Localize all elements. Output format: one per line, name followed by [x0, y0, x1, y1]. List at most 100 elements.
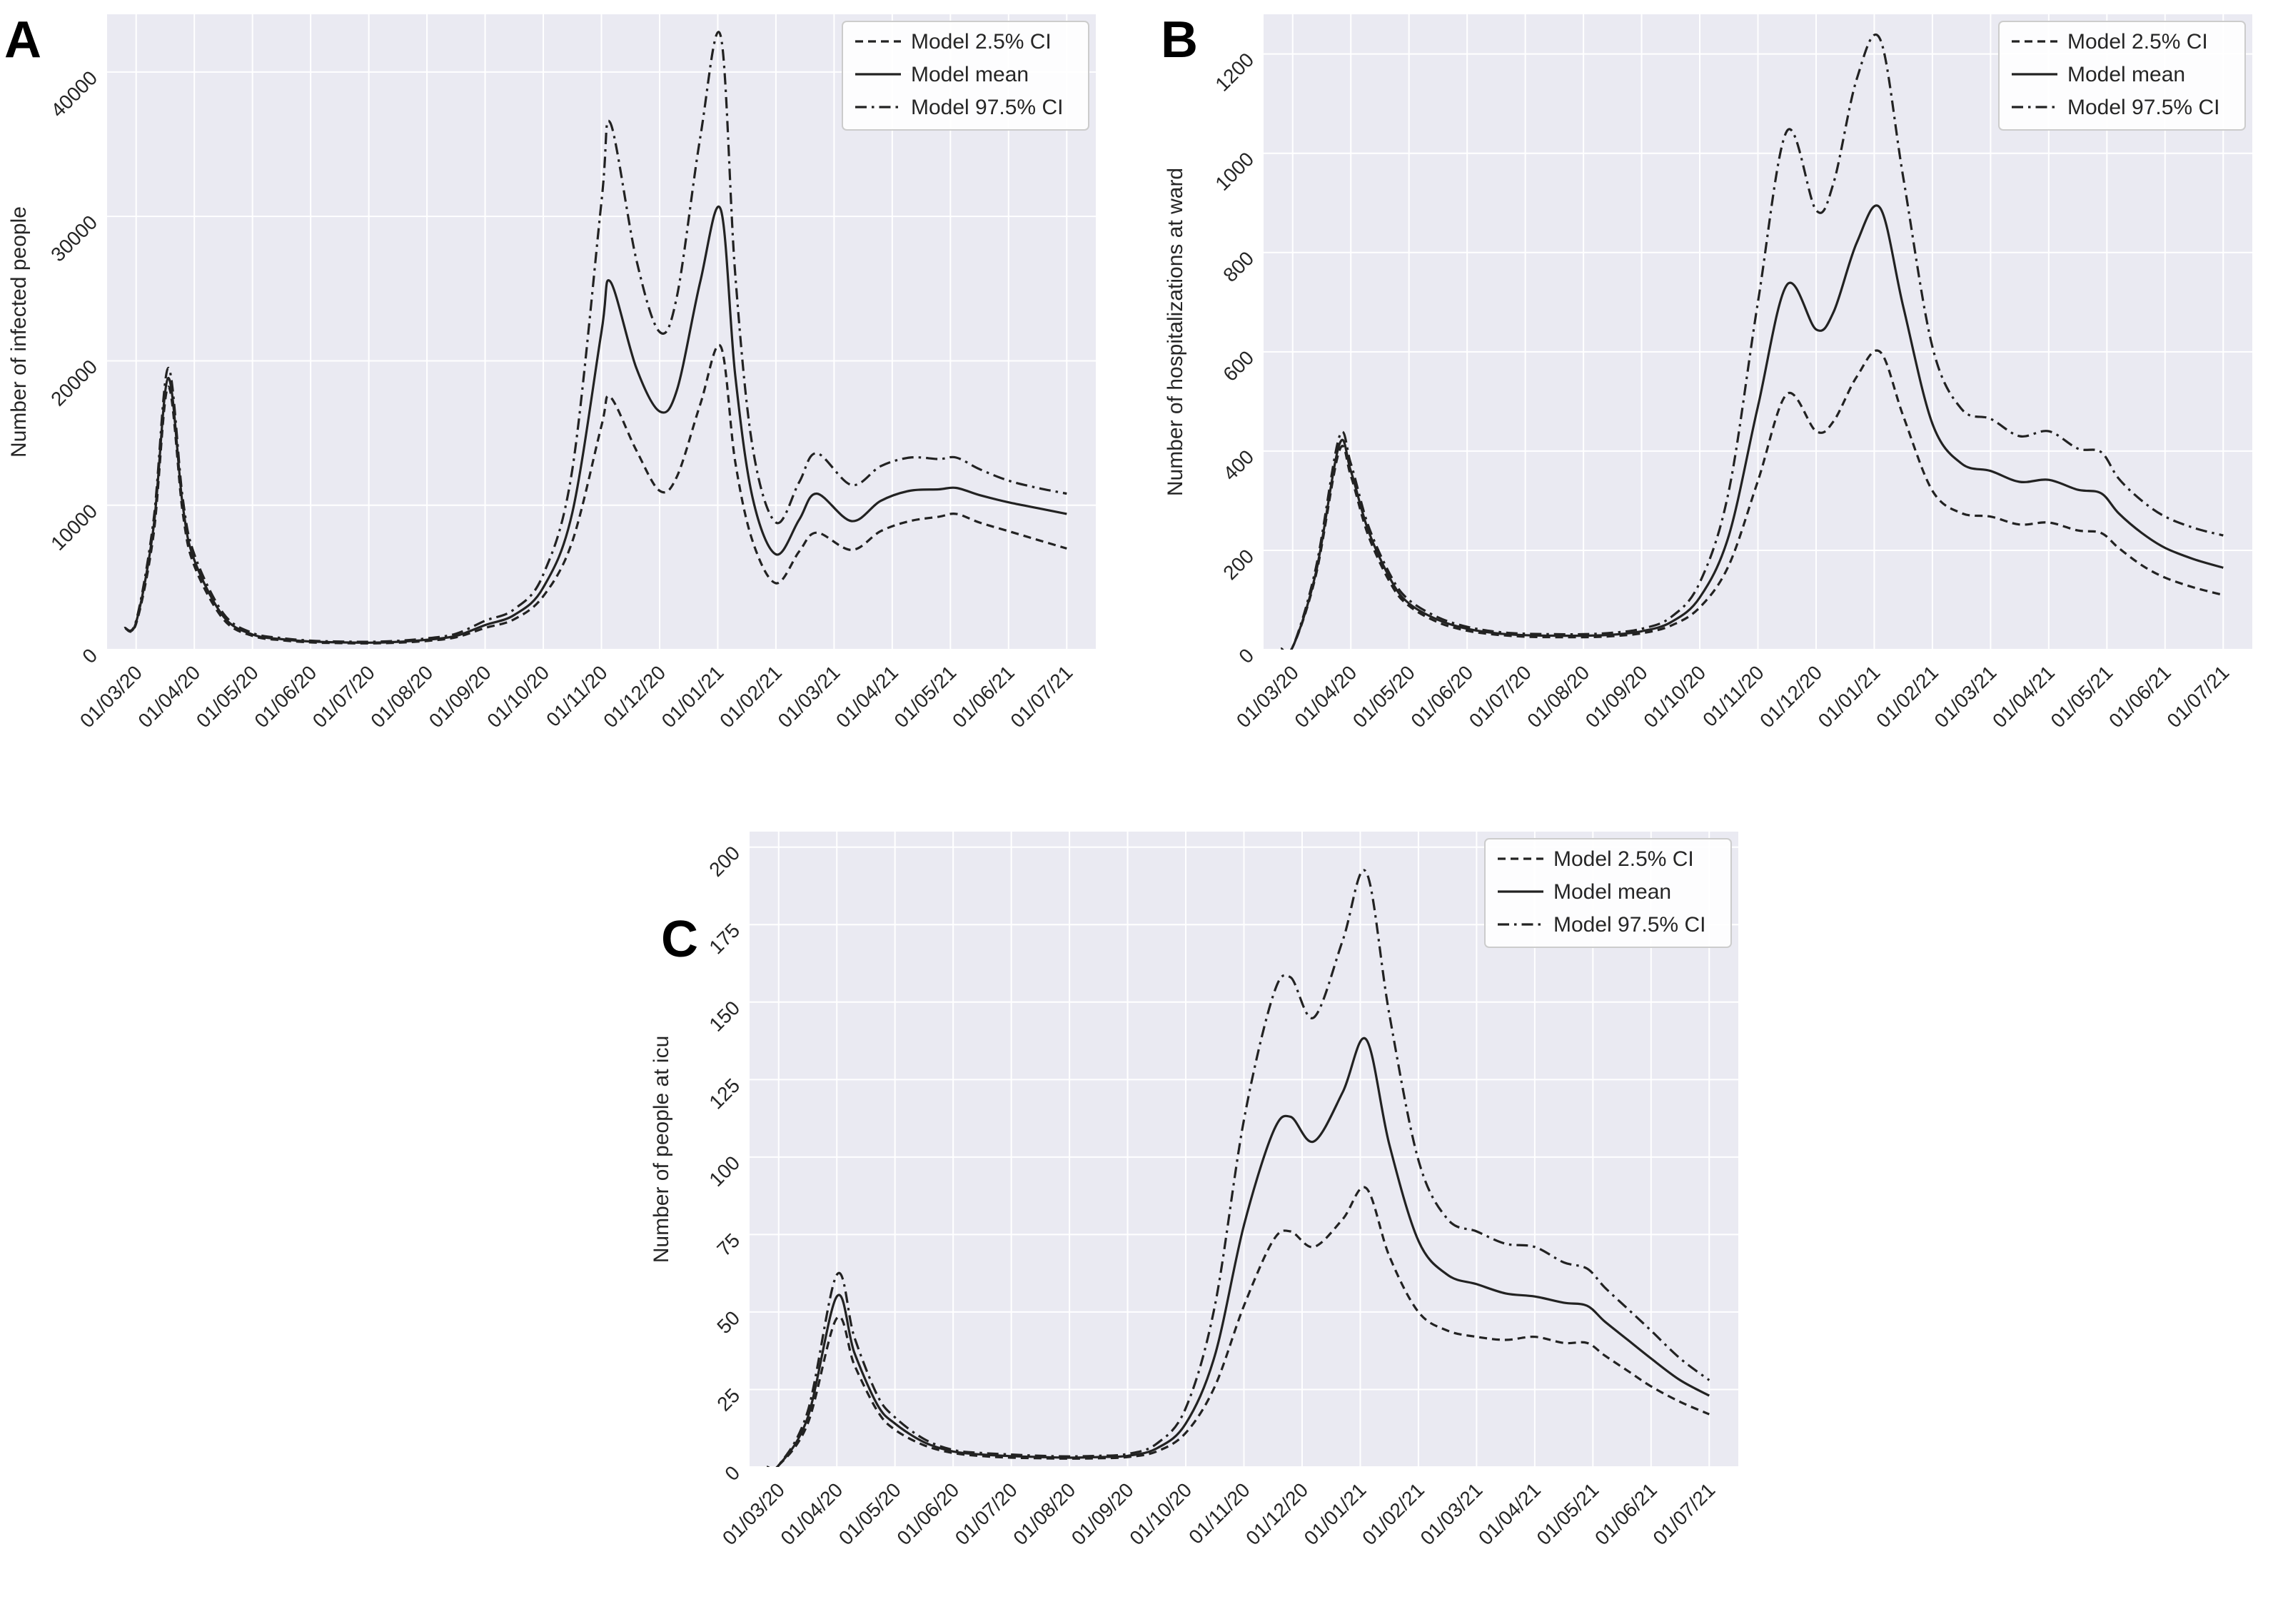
- y-tick-labels: 0 10000 20000 30000 40000: [46, 66, 101, 667]
- svg-text:1000: 1000: [1211, 148, 1258, 195]
- svg-text:100: 100: [705, 1151, 744, 1191]
- svg-text:400: 400: [1219, 445, 1258, 485]
- panel-letter-b: B: [1161, 11, 1198, 69]
- svg-text:01/05/20: 01/05/20: [192, 661, 263, 732]
- svg-text:01/02/21: 01/02/21: [1358, 1478, 1428, 1549]
- chart-b-svg: 01/03/2001/04/2001/05/2001/06/2001/07/20…: [1161, 11, 2252, 732]
- svg-text:20000: 20000: [46, 355, 101, 410]
- y-axis-label: Number of infected people: [7, 206, 31, 458]
- svg-text:01/06/20: 01/06/20: [250, 661, 321, 732]
- chart-a-svg: 01/03/2001/04/2001/05/2001/06/2001/07/20…: [4, 11, 1096, 732]
- svg-text:01/03/21: 01/03/21: [1930, 661, 2001, 732]
- svg-text:01/12/20: 01/12/20: [599, 661, 670, 732]
- svg-text:01/05/20: 01/05/20: [835, 1478, 905, 1549]
- legend-label: Model 2.5% CI: [1553, 847, 1694, 871]
- series-dashed: [1280, 349, 2224, 650]
- svg-text:01/08/20: 01/08/20: [1009, 1478, 1079, 1549]
- series-solid: [1280, 204, 2224, 650]
- series-lines: [1280, 33, 2224, 650]
- svg-text:01/09/20: 01/09/20: [1067, 1478, 1138, 1549]
- svg-text:01/11/20: 01/11/20: [1698, 661, 1768, 731]
- svg-text:01/06/21: 01/06/21: [948, 661, 1019, 732]
- chart-c-svg: 01/03/2001/04/2001/05/2001/06/2001/07/20…: [650, 832, 1738, 1549]
- legend-label: Model 97.5% CI: [911, 96, 1063, 119]
- svg-text:01/02/21: 01/02/21: [1872, 661, 1942, 732]
- series-lines: [767, 869, 1710, 1467]
- svg-text:01/07/20: 01/07/20: [1465, 661, 1536, 732]
- svg-text:01/04/20: 01/04/20: [776, 1478, 847, 1549]
- svg-text:0: 0: [1234, 644, 1258, 667]
- svg-text:30000: 30000: [46, 211, 101, 266]
- svg-text:01/04/20: 01/04/20: [1290, 661, 1361, 732]
- svg-text:01/03/21: 01/03/21: [774, 661, 845, 732]
- svg-text:01/10/20: 01/10/20: [1125, 1478, 1196, 1549]
- svg-text:01/11/20: 01/11/20: [542, 661, 612, 731]
- svg-text:10000: 10000: [46, 500, 101, 555]
- svg-text:01/12/20: 01/12/20: [1755, 661, 1826, 732]
- series-lines: [124, 31, 1067, 645]
- svg-text:01/06/21: 01/06/21: [2105, 661, 2175, 732]
- legend-label: Model mean: [911, 63, 1029, 86]
- series-dashed: [124, 343, 1067, 645]
- svg-text:01/05/21: 01/05/21: [1533, 1478, 1603, 1549]
- series-dashdot: [767, 869, 1710, 1467]
- svg-text:50: 50: [712, 1306, 744, 1338]
- svg-text:01/01/21: 01/01/21: [1300, 1478, 1371, 1549]
- legend: Model 2.5% CI Model mean Model 97.5% CI: [842, 21, 1089, 131]
- legend: Model 2.5% CI Model mean Model 97.5% CI: [1484, 838, 1732, 948]
- svg-text:01/07/21: 01/07/21: [1007, 661, 1077, 732]
- y-tick-labels: 0 200 400 600 800 1000 1200: [1211, 49, 1258, 667]
- svg-text:01/04/21: 01/04/21: [1474, 1478, 1545, 1549]
- legend-box: [1484, 838, 1732, 948]
- y-axis-label: Number of people at icu: [650, 1036, 673, 1264]
- svg-text:01/06/20: 01/06/20: [892, 1478, 963, 1549]
- panel-letter-c: C: [661, 911, 698, 968]
- svg-text:01/01/21: 01/01/21: [657, 661, 728, 732]
- y-tick-labels: 0 25 50 75 100 125 150 175 200: [705, 842, 744, 1485]
- svg-text:01/10/20: 01/10/20: [1639, 661, 1710, 732]
- svg-text:01/07/20: 01/07/20: [308, 661, 379, 732]
- series-dashdot: [124, 31, 1067, 643]
- chart-panel-b: 01/03/20 01/04/20 01/05/20 01/06/20 01/07/20…: [1156, 0, 2270, 807]
- svg-text:01/05/21: 01/05/21: [890, 661, 961, 732]
- svg-text:0: 0: [78, 644, 101, 667]
- svg-text:01/04/21: 01/04/21: [1988, 661, 2059, 732]
- gridlines: [1264, 14, 2252, 650]
- legend-label: Model 2.5% CI: [2067, 30, 2208, 54]
- svg-text:01/04/20: 01/04/20: [133, 661, 204, 732]
- x-tick-labels: 01/03/2001/04/2001/05/2001/06/2001/07/20…: [718, 1478, 1720, 1549]
- series-solid: [124, 206, 1067, 644]
- chart-panel-c: 01/03/20 01/04/20 01/05/20 01/06/20 01/07/20…: [642, 817, 1756, 1624]
- svg-text:0: 0: [720, 1461, 744, 1485]
- svg-text:01/09/20: 01/09/20: [425, 661, 495, 732]
- svg-text:01/03/20: 01/03/20: [1232, 661, 1303, 732]
- svg-text:01/09/20: 01/09/20: [1581, 661, 1652, 732]
- svg-text:200: 200: [1219, 545, 1258, 584]
- svg-text:01/01/21: 01/01/21: [1814, 661, 1885, 732]
- svg-text:200: 200: [705, 842, 744, 881]
- svg-text:01/08/20: 01/08/20: [1523, 661, 1593, 732]
- legend-label: Model 97.5% CI: [1553, 913, 1705, 937]
- svg-text:01/07/21: 01/07/21: [1649, 1478, 1720, 1549]
- svg-text:01/05/21: 01/05/21: [2047, 661, 2117, 732]
- svg-text:01/10/20: 01/10/20: [483, 661, 553, 732]
- svg-text:01/07/20: 01/07/20: [951, 1478, 1022, 1549]
- series-dashdot: [1280, 33, 2224, 650]
- svg-text:600: 600: [1219, 346, 1258, 385]
- legend-box: [842, 21, 1089, 131]
- legend-label: Model 97.5% CI: [2067, 96, 2219, 119]
- svg-text:125: 125: [705, 1074, 744, 1114]
- svg-text:01/06/20: 01/06/20: [1406, 661, 1477, 732]
- svg-text:01/02/21: 01/02/21: [715, 661, 786, 732]
- series-solid: [767, 1037, 1710, 1467]
- x-tick-labels: 01/03/2001/04/2001/05/2001/06/2001/07/20…: [76, 661, 1077, 732]
- legend-label: Model mean: [2067, 63, 2185, 86]
- y-axis-label: Number of hospitalizations at ward: [1164, 168, 1187, 496]
- svg-text:01/03/20: 01/03/20: [718, 1478, 789, 1549]
- panel-letter-a: A: [4, 11, 41, 69]
- svg-text:75: 75: [712, 1229, 744, 1261]
- svg-text:800: 800: [1219, 247, 1258, 286]
- x-tick-labels: 01/03/2001/04/2001/05/2001/06/2001/07/20…: [1232, 661, 2234, 732]
- legend-label: Model mean: [1553, 880, 1671, 904]
- svg-text:01/08/20: 01/08/20: [366, 661, 437, 732]
